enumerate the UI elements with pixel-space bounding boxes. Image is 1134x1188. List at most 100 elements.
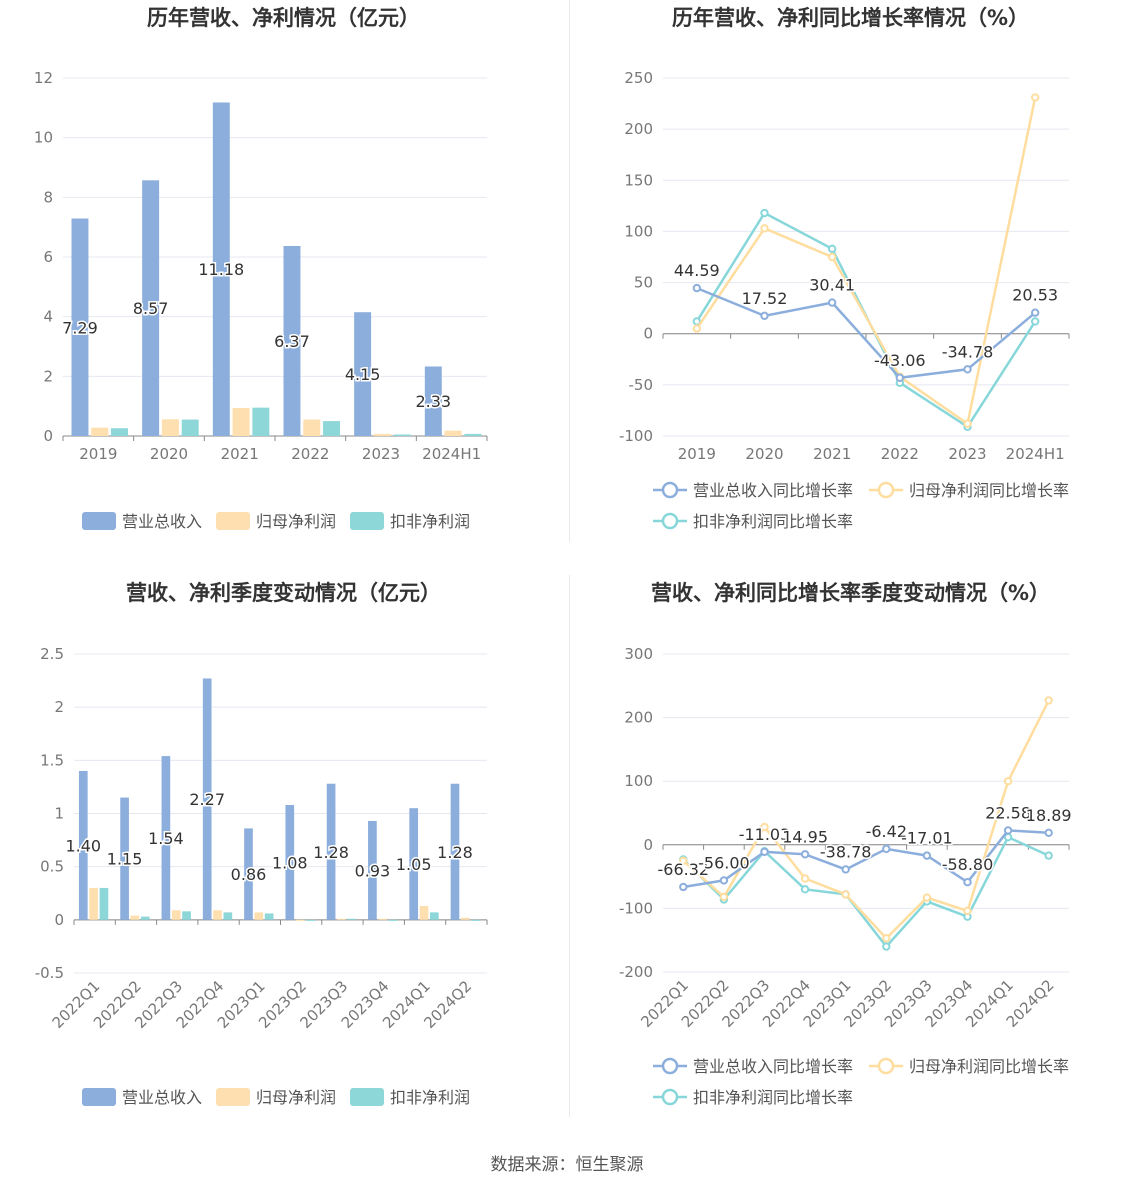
data-label: -56.00 — [698, 853, 750, 872]
data-label: -66.32 — [658, 860, 710, 879]
y-tick-label: 1.5 — [40, 751, 64, 769]
data-point — [882, 942, 891, 951]
x-tick-label: 2024H1 — [422, 445, 481, 463]
y-tick-label: 300 — [624, 645, 653, 663]
bar-revenue — [212, 102, 230, 437]
legend-label: 扣非净利润同比增长率 — [693, 512, 853, 531]
x-tick-label: 2023 — [948, 445, 986, 463]
data-point — [963, 877, 972, 887]
data-label: 1.54 — [148, 829, 184, 848]
data-point — [719, 892, 729, 902]
data-label: 0.86 — [231, 865, 267, 884]
data-point — [841, 865, 850, 874]
bar-revenue — [71, 218, 89, 436]
y-tick-label: 10 — [34, 129, 53, 147]
data-label: 20.53 — [1012, 286, 1058, 305]
x-tick-label: 2019 — [678, 445, 716, 463]
legend-label: 营业总收入 — [122, 1088, 202, 1107]
legend-label: 扣非净利润同比增长率 — [693, 1088, 853, 1107]
data-label: -11.03 — [739, 825, 791, 844]
bar-revenue — [450, 783, 460, 920]
annual-growth-chart: -100 -50 0 50 100 150 200 250 2019 2020 2021 2022 20… — [619, 69, 1070, 531]
quarterly-revenue-profit-chart: -0.500.511.522.52022Q12022Q22022Q32022Q4… — [35, 645, 488, 1107]
bar-net-profit — [303, 419, 321, 436]
vertical-divider-top — [569, 0, 570, 542]
vertical-divider-bottom — [569, 575, 570, 1117]
data-point — [1030, 317, 1040, 326]
data-label: 8.57 — [133, 299, 169, 318]
y-tick-label: 0.5 — [40, 858, 64, 876]
bar-net-profit — [89, 887, 98, 920]
data-point — [1003, 777, 1013, 786]
data-label: 2.33 — [415, 392, 451, 411]
series-line — [682, 835, 1050, 949]
bar-deducted-profit — [264, 913, 274, 920]
y-tick-label: 150 — [624, 171, 653, 189]
data-point — [882, 844, 891, 854]
bar-deducted-profit — [393, 434, 411, 436]
quarterly-revenue-profit-panel: 营收、净利季度变动情况（亿元） -0.5 0 0.5 1 1.5 2 2.5 2022Q1 20… — [0, 575, 567, 1150]
legend-swatch — [350, 512, 384, 530]
data-point — [827, 244, 837, 254]
data-point — [963, 365, 972, 374]
data-label: 4.15 — [345, 365, 381, 384]
x-tick-label: 2020 — [745, 445, 783, 463]
data-point — [1044, 828, 1053, 837]
bar-net-profit — [419, 906, 429, 920]
y-tick-label: 250 — [624, 69, 653, 87]
bar-deducted-profit — [464, 433, 482, 436]
annual-growth-panel: 历年营收、净利同比增长率情况（%） -100 -50 0 50 100 150 200 250… — [567, 0, 1134, 575]
data-point — [760, 208, 769, 218]
data-point — [760, 311, 769, 320]
bar-revenue — [120, 797, 129, 920]
y-tick-label: -100 — [619, 899, 653, 917]
chart-title: 营收、净利同比增长率季度变动情况（%） — [650, 581, 1051, 605]
data-label: -6.42 — [866, 822, 907, 841]
data-label: 1.40 — [65, 836, 101, 855]
data-point — [841, 890, 850, 899]
legend-label: 归母净利润 — [256, 512, 336, 531]
bar-deducted-profit — [306, 919, 315, 921]
data-label: -43.06 — [874, 351, 926, 370]
legend-marker — [877, 481, 895, 499]
legend-swatch — [82, 512, 116, 530]
y-tick-label: 0 — [54, 911, 64, 929]
data-point — [1030, 93, 1040, 102]
y-tick-label: 2 — [54, 698, 64, 716]
data-point — [800, 850, 810, 859]
bar-deducted-profit — [471, 919, 480, 921]
bar-revenue — [78, 770, 88, 920]
legend-marker — [661, 481, 679, 499]
bar-revenue — [161, 756, 171, 920]
y-tick-label: 4 — [43, 308, 53, 326]
series-line — [695, 97, 1037, 426]
legend-swatch — [216, 512, 250, 530]
data-label: 1.05 — [396, 855, 432, 874]
bar-revenue — [368, 820, 377, 920]
bar-revenue — [409, 808, 419, 920]
chart-title: 历年营收、净利同比增长率情况（%） — [671, 6, 1030, 30]
data-label: -58.80 — [942, 855, 994, 874]
bar-deducted-profit — [140, 916, 150, 920]
x-tick-label: 2020 — [150, 445, 188, 463]
data-label: 7.29 — [62, 318, 98, 337]
data-point — [800, 874, 810, 883]
data-point — [895, 373, 905, 382]
data-point — [760, 224, 769, 233]
legend-label: 营业总收入同比增长率 — [693, 481, 853, 500]
legend-label: 扣非净利润 — [390, 1088, 470, 1107]
legend-label: 归母净利润同比增长率 — [909, 1057, 1069, 1076]
data-label: 1.28 — [313, 843, 349, 862]
data-point — [963, 906, 972, 916]
bar-deducted-profit — [323, 421, 341, 436]
y-tick-label: 0 — [643, 325, 653, 343]
legend-marker — [661, 512, 679, 530]
legend-swatch — [82, 1088, 116, 1106]
y-tick-label: 200 — [624, 709, 653, 727]
data-label: 18.89 — [1026, 806, 1072, 825]
data-label: 1.08 — [272, 853, 308, 872]
bar-revenue — [202, 678, 212, 920]
data-point — [760, 847, 769, 857]
data-point — [827, 298, 837, 307]
legend-marker — [877, 1057, 895, 1075]
